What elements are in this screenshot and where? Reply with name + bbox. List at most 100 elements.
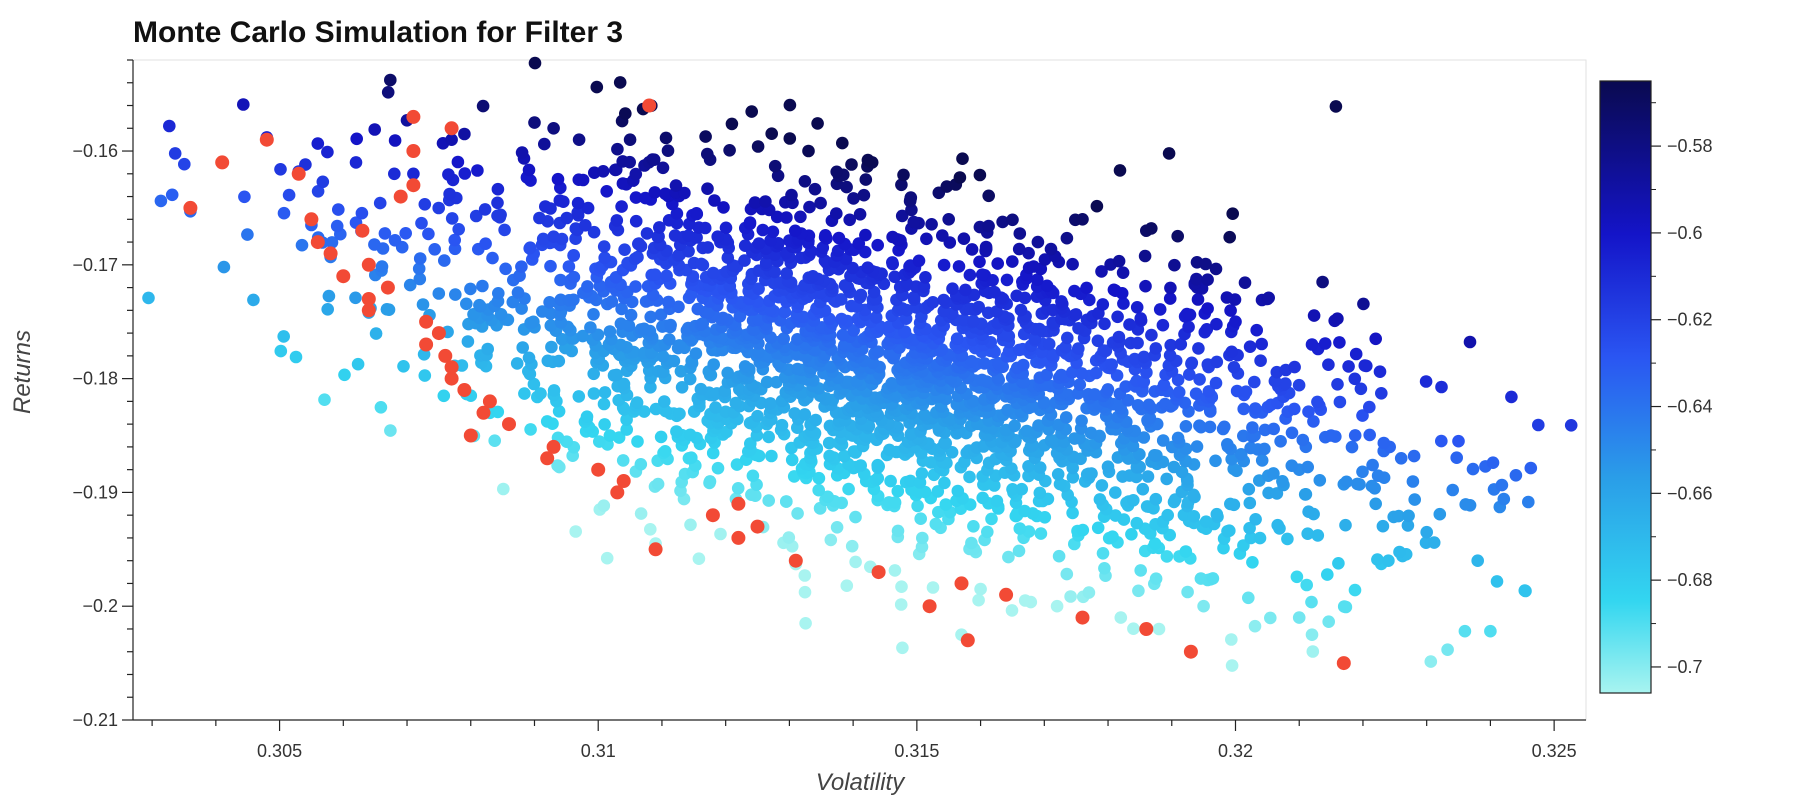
scatter-point [1105,358,1118,371]
scatter-point [1435,434,1448,448]
scatter-point [794,210,807,224]
scatter-point [432,287,446,300]
scatter-point [1171,229,1184,243]
scatter-point [413,252,427,265]
scatter-point [1435,380,1448,394]
scatter-point [469,209,483,223]
scatter-point [351,357,365,371]
scatter-point [1052,549,1066,563]
scatter-point [600,185,613,198]
scatter-point [590,80,604,94]
scatter-point [660,269,673,283]
scatter-point [685,451,698,465]
scatter-point [587,308,600,321]
scatter-point [498,223,511,237]
scatter-point [1356,465,1369,479]
scatter-point [422,227,435,241]
scatter-point [965,536,978,550]
scatter-point [1111,398,1124,412]
scatter-point [1116,266,1130,280]
scatter-point [630,396,644,409]
scatter-point [407,167,420,181]
scatter-point [1299,488,1313,501]
y-tick-label: −0.21 [72,710,118,730]
scatter-point [729,396,743,410]
scatter-point [458,127,471,141]
scatter-point [1012,242,1026,256]
scatter-point [731,482,745,495]
scatter-point [840,579,854,592]
scatter-point [1066,506,1079,520]
scatter-point [836,136,849,150]
scatter-point [938,476,951,490]
scatter-point [798,585,812,599]
scatter-point [1366,458,1379,472]
scatter-point [706,266,720,280]
scatter-point [325,236,339,249]
scatter-point [378,227,392,240]
scatter-point [973,255,986,269]
scatter-point [1305,338,1319,351]
scatter-point [706,446,720,460]
scatter-point [649,402,663,416]
scatter-point [644,310,657,324]
scatter-point [1376,519,1390,533]
scatter-point [978,357,991,370]
scatter-point [1066,257,1079,271]
scatter-point [478,203,492,216]
scatter-point [1160,472,1173,486]
scatter-point [412,262,426,276]
scatter-point [1311,529,1325,542]
scatter-point [637,322,651,336]
scatter-point [1209,454,1222,468]
scatter-point [1066,461,1079,475]
scatter-point [576,173,590,187]
scatter-point [1255,337,1268,351]
scatter-point [373,196,387,210]
scatter-point [1333,395,1347,409]
scatter-point [388,167,401,181]
scatter-point [845,158,858,171]
scatter-point [539,200,552,213]
scatter-point [1096,298,1110,311]
scatter-point [1006,255,1019,268]
scatter-point [1109,486,1122,499]
scatter-point [1406,475,1420,488]
scatter-point [1008,419,1021,433]
chart-title: Monte Carlo Simulation for Filter 3 [133,16,623,49]
frontier-point [355,223,370,238]
scatter-point [783,132,797,145]
y-tick-label: −0.2 [82,596,118,616]
scatter-point [911,499,924,513]
scatter-point [415,216,428,230]
frontier-point [457,383,472,397]
scatter-point [1101,460,1115,474]
y-tick-label: −0.17 [72,255,118,275]
scatter-point [445,212,459,225]
scatter-point [416,298,430,311]
frontier-point [419,337,434,352]
scatter-point [1433,507,1447,521]
scatter-point [1402,509,1415,523]
scatter-point [756,223,770,237]
scatter-point [766,225,780,239]
scatter-point [1225,452,1238,466]
scatter-point [1285,459,1299,473]
scatter-point [1001,403,1014,417]
scatter-point [282,188,296,202]
scatter-point [765,449,778,463]
scatter-point [1132,584,1145,598]
scatter-point [929,517,943,531]
scatter-point [639,191,652,205]
scatter-point [587,225,601,239]
scatter-point [458,167,472,180]
scatter-point [552,405,566,418]
scatter-point [822,436,836,450]
scatter-point [452,223,466,236]
scatter-point [533,211,546,225]
scatter-point [552,354,566,368]
scatter-point [584,321,597,334]
scatter-point [600,551,614,565]
scatter-point [956,152,969,165]
scatter-point [759,195,772,208]
